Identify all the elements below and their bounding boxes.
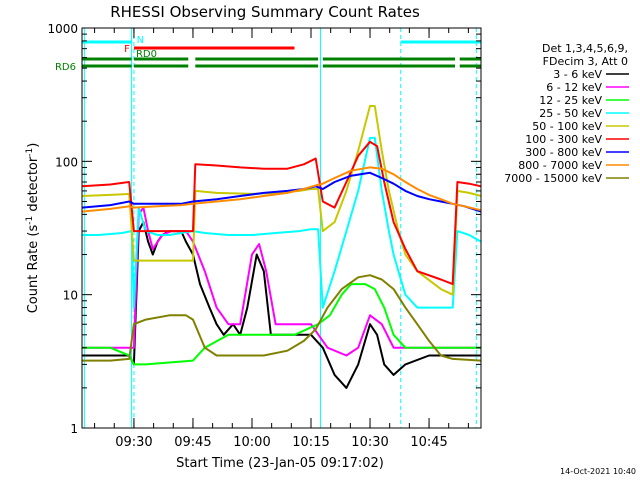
x-tick-label: 10:15 [292,435,329,450]
series-lines [81,28,482,428]
y-label-main: Count Rate (s [26,225,41,314]
y-axis: 1 10 100 1000 [47,22,481,436]
x-tick-label: 10:45 [410,435,447,450]
legend-label-7000-15000-kev: 7000 - 15000 keV [504,172,602,185]
x-tick-label: 09:30 [115,435,152,450]
flag-label-n: N [137,35,144,46]
series-line-6-12-kev [82,206,481,357]
legend-label-50-100-kev: 50 - 100 keV [532,120,602,133]
legend-label-800-7000-kev: 800 - 7000 keV [518,159,602,172]
plot-frame [81,27,482,429]
series-line-7000-15000-kev [82,274,482,362]
legend-label-25-50-kev: 25 - 50 keV [539,107,602,120]
y-label-sup2: -1 [25,148,35,157]
y-tick-label: 100 [55,155,78,169]
y-tick-label: 10 [63,289,78,303]
flag-label-rd6: RD6 [55,62,76,73]
y-label-sup1: -1 [25,216,35,225]
legend-label-300-800-kev: 300 - 800 keV [525,146,602,159]
x-axis: 09:30 09:45 10:00 10:15 10:30 10:45 [94,28,469,450]
legend-header-line1: Det 1,3,4,5,6,9, [542,42,628,55]
series-line-3-6-kev [82,221,481,389]
legend-label-6-12-kev: 6 - 12 keV [546,81,602,94]
legend-header-line2: FDecim 3, Att 0 [543,55,628,68]
x-tick-label: 09:45 [174,435,211,450]
series-line-50-100-kev [81,105,482,296]
legend: Det 1,3,4,5,6,9, FDecim 3, Att 0 3 - 6 k… [504,42,629,185]
y-tick-label: 1000 [47,22,78,36]
series-line-800-7000-kev [81,166,482,213]
flag-bars: NF RD0 RD6 [55,35,481,73]
legend-label-100-300-kev: 100 - 300 keV [525,133,602,146]
series-line-25-50-kev [82,136,482,309]
series-line-300-800-kev [81,171,482,213]
y-tick-label: 1 [70,422,78,436]
x-axis-label: Start Time (23-Jan-05 09:17:02) [176,456,384,471]
series-line-100-300-kev [81,140,482,286]
flag-label-rd0: RD0 [136,49,157,60]
y-label-mid: detector [26,156,41,216]
y-axis-label: Count Rate (s-1 detector-1) [25,143,41,314]
footer-timestamp: 14-Oct-2021 10:40 [560,467,636,476]
x-tick-label: 10:30 [351,435,388,450]
flag-label-f: F [124,44,130,55]
chart-title: RHESSI Observing Summary Count Rates [110,3,420,21]
x-tick-label: 10:00 [233,435,270,450]
legend-label-3-6-kev: 3 - 6 keV [553,68,602,81]
y-label-end: ) [26,143,41,148]
legend-label-12-25-kev: 12 - 25 keV [539,94,602,107]
